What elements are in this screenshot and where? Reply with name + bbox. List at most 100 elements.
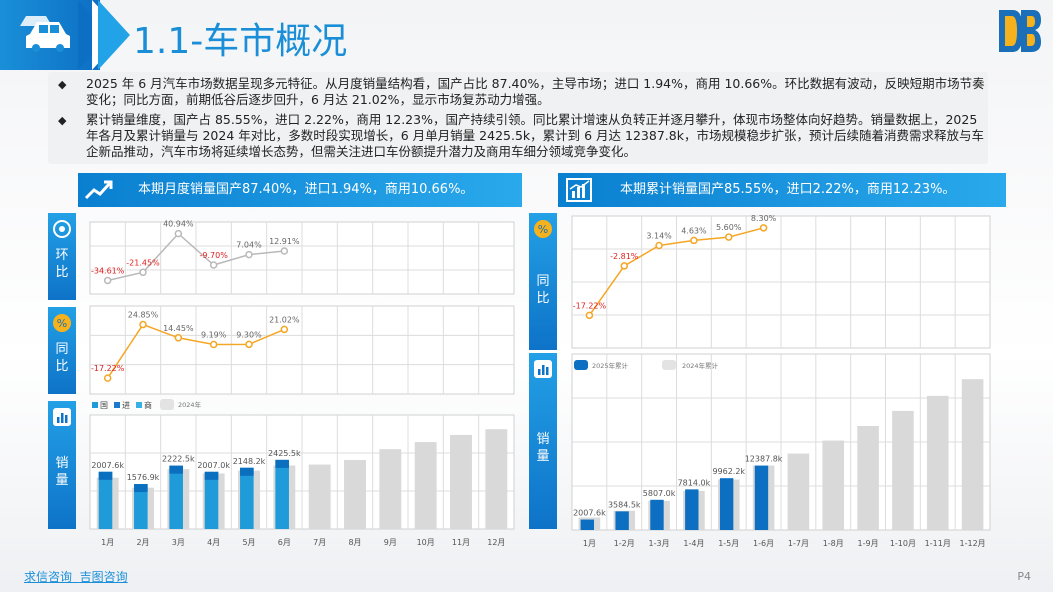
- cum-sales-chart-tick-label: 1-3月: [649, 539, 670, 548]
- mom-chart-series-line: [107, 232, 285, 282]
- mom-chart-point: [139, 268, 147, 277]
- side-label-mom: 环比: [48, 213, 76, 300]
- yoy-chart-series-line: [107, 323, 285, 379]
- cum-sales-chart-tick-label: 1-5月: [718, 539, 739, 548]
- sales-chart-bar-2025: [240, 467, 254, 529]
- header-chevron-light: [98, 0, 130, 70]
- mom-chart-point: [103, 276, 112, 285]
- svg-text:%: %: [538, 223, 548, 236]
- target-icon: [53, 220, 71, 238]
- sales-chart-bar-2024: [202, 473, 225, 529]
- cum-sales-chart-tick-label: 1-6月: [753, 539, 774, 548]
- cum-sales-chart-data-label: 9962.2k: [712, 467, 745, 476]
- cum-sales-chart-tick-label: 1-10月: [890, 539, 916, 548]
- sales-chart-bar-2024: [308, 464, 331, 529]
- cum-sales-chart-tick-label: 1-2月: [614, 539, 635, 548]
- sales-legend-swatch: [92, 402, 98, 408]
- bullet-1: ◆ 2025 年 6 月汽车市场数据呈现多元特征。从月度销量结构看，国产占比 87…: [58, 76, 985, 107]
- cum-yoy-chart-data-label: 5.60%: [716, 223, 742, 232]
- mom-chart-point: [245, 250, 253, 259]
- mom-chart-data-label: 7.04%: [236, 241, 262, 250]
- sales-chart-bar-2025-top: [134, 484, 148, 493]
- cum-yoy-chart-bg: [571, 215, 991, 349]
- cum-legend-label: 2024年累计: [682, 361, 719, 370]
- mom-chart-bg: [89, 221, 515, 295]
- diamond-icon: ◆: [58, 114, 67, 127]
- yoy-chart-data-label: -17.22%: [91, 364, 125, 373]
- cum-yoy-chart-point: [725, 233, 733, 241]
- yoy-chart-data-label: 9.19%: [201, 330, 227, 339]
- yoy-chart-data-label: 24.85%: [128, 311, 159, 320]
- cum-legend-label: 2025年累计: [592, 361, 629, 370]
- side-label-yoy: % 同比: [48, 307, 76, 394]
- cum-yoy-chart-data-label: 8.30%: [751, 214, 777, 223]
- sales-chart-bar-2024: [238, 470, 260, 529]
- mom-chart-data-label: -34.61%: [91, 266, 125, 275]
- sales-legend-swatch: [114, 402, 120, 408]
- cum-yoy-chart-data-label: 3.14%: [646, 232, 672, 241]
- cum-yoy-chart-data-label: -2.81%: [610, 252, 639, 261]
- right-panel-header: 本期累计销量国产85.55%，进口2.22%，商用12.23%。: [558, 173, 1006, 207]
- sales-chart-tick-label: 3月: [172, 538, 185, 547]
- cum-sales-chart-tick-label: 1-11月: [925, 539, 951, 548]
- cum-sales-chart-bar-2024: [683, 491, 705, 530]
- cum-sales-chart-data-label: 3584.5k: [608, 500, 641, 509]
- cum-sales-chart-bar-2025: [685, 489, 699, 530]
- yoy-chart-point: [103, 374, 112, 382]
- sales-legend-swatch: [136, 402, 142, 408]
- sales-chart-icon: [534, 360, 552, 378]
- yoy-chart-point: [245, 340, 253, 349]
- cum-yoy-chart-point: [620, 262, 628, 270]
- cum-sales-chart-tick-label: 1-4月: [683, 539, 704, 548]
- sales-chart-bar-2025: [134, 484, 148, 529]
- DB-logo: [999, 10, 1041, 52]
- sales-chart-data-label: 2148.2k: [233, 457, 266, 466]
- mom-chart-data-label: -9.70%: [200, 251, 229, 260]
- sales-chart-bar-2024: [273, 465, 296, 529]
- cum-sales-chart-bar-2024: [717, 479, 740, 530]
- footer-link-qiuxin[interactable]: 求信咨询: [24, 570, 73, 584]
- cum-sales-chart-tick-label: 1-7月: [788, 539, 809, 548]
- summary-box: ◆ 2025 年 6 月汽车市场数据呈现多元特征。从月度销量结构看，国产占比 87…: [48, 72, 988, 164]
- cum-sales-chart-data-label: 7814.0k: [678, 478, 711, 487]
- sales-legend-label: 2024年: [178, 400, 202, 409]
- sales-chart-bar-2025-top: [275, 459, 289, 468]
- cum-sales-chart-tick-label: 1-9月: [858, 539, 879, 548]
- cum-yoy-chart-data-label: 4.63%: [681, 226, 707, 235]
- sales-chart-bar-2025: [169, 465, 183, 529]
- cum-sales-chart-bar-2024: [648, 500, 670, 530]
- page-title: 1.1-车市概况: [133, 21, 348, 62]
- cum-sales-chart-bar-2024: [752, 465, 775, 530]
- sales-chart-bar-2024: [132, 487, 154, 529]
- yoy-chart-point: [280, 325, 289, 334]
- cum-yoy-chart-data-label: -17.22%: [573, 301, 607, 310]
- sales-chart-tick-label: 11月: [452, 538, 470, 547]
- percent-icon: %: [534, 220, 552, 238]
- right-panel-header-text: 本期累计销量国产85.55%，进口2.22%，商用12.23%。: [620, 182, 956, 197]
- left-panel-header: 本期月度销量国产87.40%，进口1.94%，商用10.66%。: [78, 173, 522, 207]
- footer-links: 求信咨询 吉图咨询: [24, 568, 128, 585]
- cum-sales-chart-tick-label: 1-8月: [823, 539, 844, 548]
- footer-link-jitu[interactable]: 吉图咨询: [79, 570, 128, 584]
- cum-sales-chart-bar-2024: [892, 410, 914, 530]
- cum-sales-chart-bar-2025: [719, 478, 734, 530]
- cum-sales-chart-bar-2024: [613, 510, 636, 530]
- sales-chart-bar-2024: [414, 442, 437, 529]
- cum-sales-chart-bar-2024: [578, 517, 601, 530]
- yoy-chart-point: [139, 320, 147, 329]
- mom-chart-point: [174, 229, 183, 238]
- cum-yoy-chart-series-line: [588, 227, 764, 316]
- yoy-chart-data-label: 9.30%: [236, 330, 262, 339]
- cum-sales-chart-tick-label: 1-12月: [960, 539, 986, 548]
- sales-chart-bar-2024: [485, 429, 508, 529]
- sales-chart-tick-label: 1月: [101, 538, 114, 547]
- sales-chart-bar-2024: [450, 434, 472, 529]
- cum-sales-chart-bar-2024: [822, 440, 845, 530]
- cum-sales-chart-data-label: 5807.0k: [643, 489, 676, 498]
- sales-chart-bar-2025-top: [204, 471, 219, 480]
- page-number: P4: [1017, 570, 1031, 583]
- sales-chart-tick-label: 9月: [384, 538, 397, 547]
- sales-chart-tick-label: 7月: [313, 538, 326, 547]
- sales-legend-swatch: [160, 399, 174, 410]
- sales-chart-bar-2024: [344, 460, 366, 529]
